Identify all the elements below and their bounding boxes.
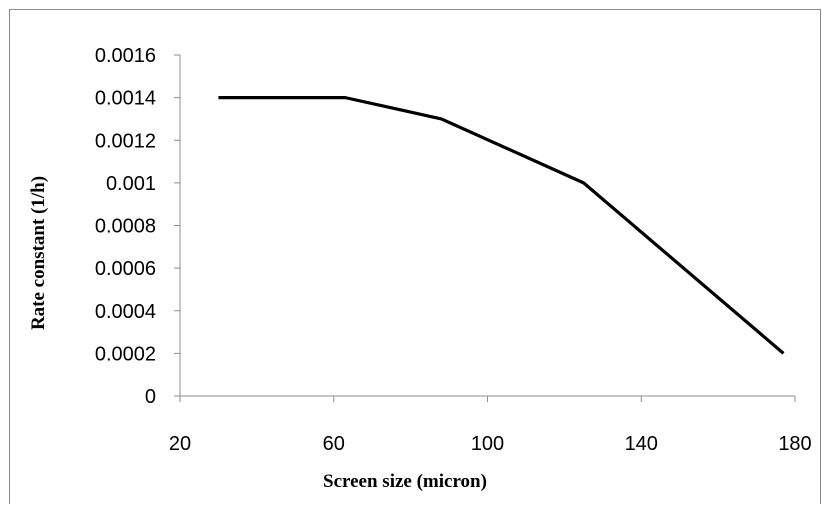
y-tick-label: 0.0002 xyxy=(95,343,156,365)
y-tick-label: 0.0012 xyxy=(95,130,156,152)
x-tick-label: 60 xyxy=(323,433,345,455)
x-axis-title: Screen size (micron) xyxy=(323,471,487,492)
x-tick-label: 20 xyxy=(169,433,191,455)
y-tick-group: 0 0.0002 0.0004 0.0006 0.0008 0.001 0.0012 0.00… xyxy=(95,45,180,408)
series-line-0 xyxy=(218,96,785,355)
x-tick-label: 180 xyxy=(778,433,811,455)
y-tick-label: 0.0004 xyxy=(95,301,156,323)
y-axis-title: Rate constant (1/h) xyxy=(28,176,49,330)
y-tick-label: 0.001 xyxy=(106,173,156,195)
y-tick-label: 0.0008 xyxy=(95,216,156,238)
y-tick-label: 0.0014 xyxy=(95,88,156,110)
x-tick-group: 20 60 100 140 180 xyxy=(169,396,812,455)
y-tick-label: 0 xyxy=(145,386,156,408)
x-tick-label: 140 xyxy=(625,433,658,455)
x-tick-label: 100 xyxy=(471,433,504,455)
chart-area xyxy=(9,9,821,504)
y-tick-label: 0.0016 xyxy=(95,45,156,67)
y-tick-label: 0.0006 xyxy=(95,258,156,280)
series-layer xyxy=(218,96,785,355)
